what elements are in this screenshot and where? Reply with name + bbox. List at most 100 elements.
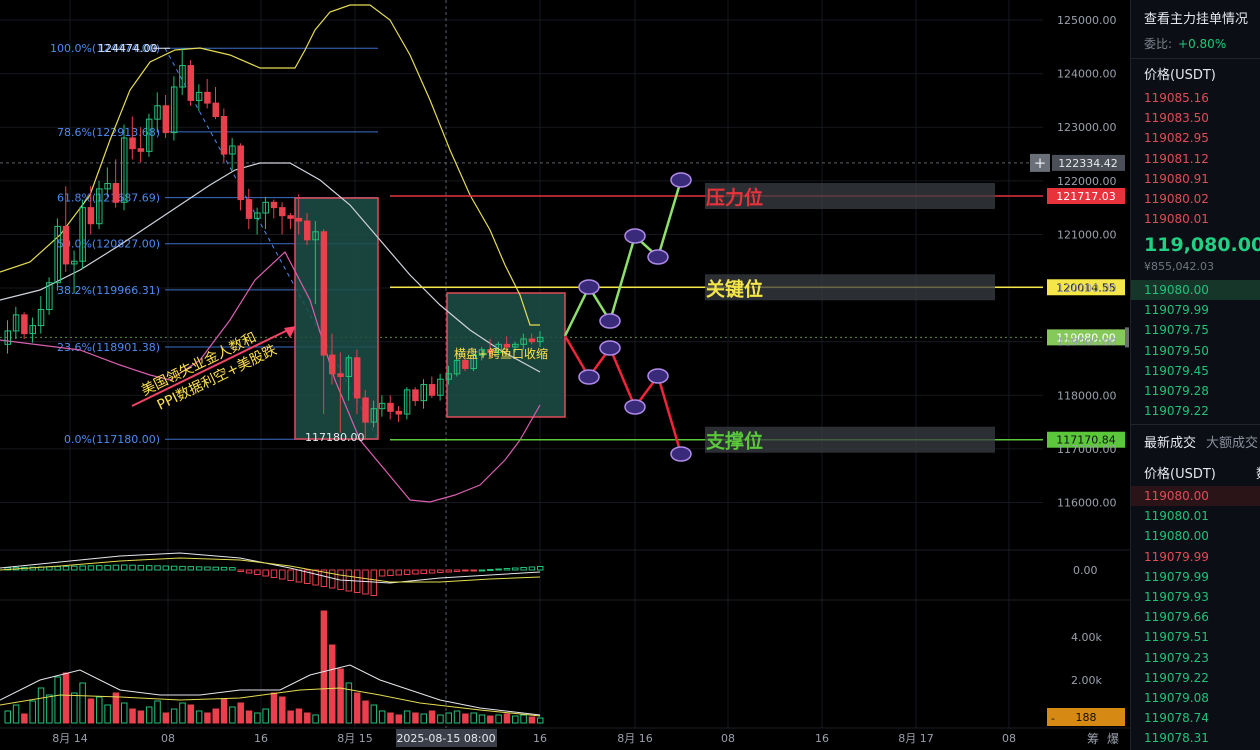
macd-dea-line (0, 557, 541, 583)
orderbook-title[interactable]: 查看主力挂单情况 (1144, 12, 1249, 27)
candle (12, 306, 20, 339)
macd-bar (512, 567, 519, 571)
candle-body (204, 91, 211, 104)
ask-row[interactable]: 119081.12 (1144, 151, 1209, 166)
candle-body (412, 389, 419, 402)
volume-bar (87, 698, 95, 724)
candle (353, 349, 361, 415)
level-label: 关键位 (706, 277, 763, 300)
trade-row[interactable]: 119079.23 (1144, 650, 1209, 665)
macd-bar (120, 564, 128, 571)
trade-row[interactable]: 119080.01 (1144, 509, 1209, 524)
volume-bar (79, 682, 86, 724)
candle (528, 333, 536, 345)
level-band (705, 183, 995, 210)
candle (395, 405, 403, 423)
tab-large-trades[interactable]: 大额成交 (1206, 436, 1259, 451)
y-tick-label: 117000.00 (1057, 443, 1117, 456)
trade-row[interactable]: 119078.31 (1144, 731, 1209, 746)
candle (412, 387, 419, 406)
candle (104, 167, 111, 197)
volume-bar (320, 610, 328, 724)
trade-row[interactable]: 119079.93 (1144, 589, 1209, 604)
trade-row[interactable]: 119079.99 (1144, 549, 1209, 564)
candle-body (46, 282, 53, 310)
candle-body (29, 325, 36, 335)
macd-dif-line (0, 552, 541, 584)
candle (445, 365, 452, 385)
trade-row[interactable]: 119079.22 (1144, 670, 1209, 685)
candle (4, 320, 11, 354)
volume-bar (37, 687, 45, 724)
candle-body (237, 145, 244, 201)
trade-row[interactable]: 119080.00 (1144, 489, 1209, 503)
x-tick-label: 16 (254, 732, 268, 745)
bid-row[interactable]: 119079.22 (1144, 404, 1209, 419)
macd-bar (62, 565, 70, 571)
candle (37, 296, 45, 334)
volume-bar (162, 712, 170, 724)
trade-row[interactable]: 119080.00 (1144, 529, 1209, 544)
volume-bar (470, 712, 477, 724)
macd-bar (145, 565, 153, 571)
trade-row[interactable]: 119079.51 (1144, 630, 1209, 645)
volume-bar (12, 704, 20, 724)
macd-bar (370, 569, 378, 596)
macd-bar (536, 566, 544, 571)
macd-bar (395, 569, 403, 576)
forecast-node (670, 172, 692, 188)
candle (245, 188, 253, 230)
trades-qty-header: 数 (1256, 463, 1260, 482)
candle-body (528, 338, 536, 343)
macd-bar (420, 569, 427, 574)
volume-bar (254, 712, 261, 724)
bid-row[interactable]: 119080.00 (1144, 283, 1209, 297)
volume-bar (345, 682, 353, 724)
macd-bar (220, 566, 228, 571)
candle-body (170, 86, 178, 134)
ask-row[interactable]: 119080.01 (1144, 212, 1209, 227)
volume-bar (428, 710, 436, 724)
volume-tag-dash: - (1051, 712, 1055, 725)
bid-row[interactable]: 119079.75 (1144, 323, 1209, 338)
x-tick-label: 8月 14 (52, 732, 88, 745)
tab-latest-trades[interactable]: 最新成交 (1144, 436, 1197, 451)
candle-body (387, 402, 394, 412)
ask-row[interactable]: 119080.02 (1144, 191, 1209, 206)
volume-label-4k: 4.00k (1071, 631, 1102, 644)
y-tick-label: 119000.00 (1057, 336, 1117, 349)
trades-header: 价格(USDT) 数 (1144, 463, 1260, 482)
trade-row[interactable]: 119079.08 (1144, 690, 1209, 705)
trade-row[interactable]: 119078.74 (1144, 711, 1209, 726)
candle-body (137, 148, 145, 152)
x-tick-label: 08 (1002, 732, 1016, 745)
trade-row[interactable]: 119079.66 (1144, 610, 1209, 625)
candle (279, 202, 286, 235)
candle-body (470, 354, 477, 369)
candle-body (378, 402, 386, 410)
candle (428, 376, 436, 398)
y-tick-label: 116000.00 (1057, 496, 1117, 509)
volume-bar (370, 704, 378, 724)
ask-row[interactable]: 119085.16 (1144, 91, 1209, 105)
candle (237, 143, 244, 211)
bid-row[interactable]: 119079.99 (1144, 303, 1209, 318)
volume-bar (495, 714, 502, 724)
bid-row[interactable]: 119079.45 (1144, 363, 1209, 378)
candle-body (62, 225, 70, 265)
ask-row[interactable]: 119080.91 (1144, 171, 1209, 186)
macd-bar (87, 565, 95, 571)
bid-row[interactable]: 119079.50 (1144, 343, 1209, 358)
candle-body (353, 357, 361, 399)
ask-row[interactable]: 119083.50 (1144, 111, 1209, 126)
orderbook-panel: 查看主力挂单情况 委比: +0.80% 价格(USDT) 119085.16 119… (1130, 0, 1260, 750)
trade-row[interactable]: 119079.99 (1144, 569, 1209, 584)
bid-row[interactable]: 119079.28 (1144, 383, 1209, 398)
ask-row[interactable]: 119082.95 (1144, 131, 1209, 146)
lower-band-line (0, 251, 541, 503)
macd-bar (112, 564, 120, 571)
volume-bar (262, 708, 269, 724)
trades-list: 119080.00 119080.01 119080.00 119079.99 1190… (1144, 486, 1256, 748)
volume-bar (204, 712, 211, 724)
price-chart[interactable]: 100.0%(124474.00) 78.6%(122913.68) 61.8%(1… (0, 0, 1130, 750)
